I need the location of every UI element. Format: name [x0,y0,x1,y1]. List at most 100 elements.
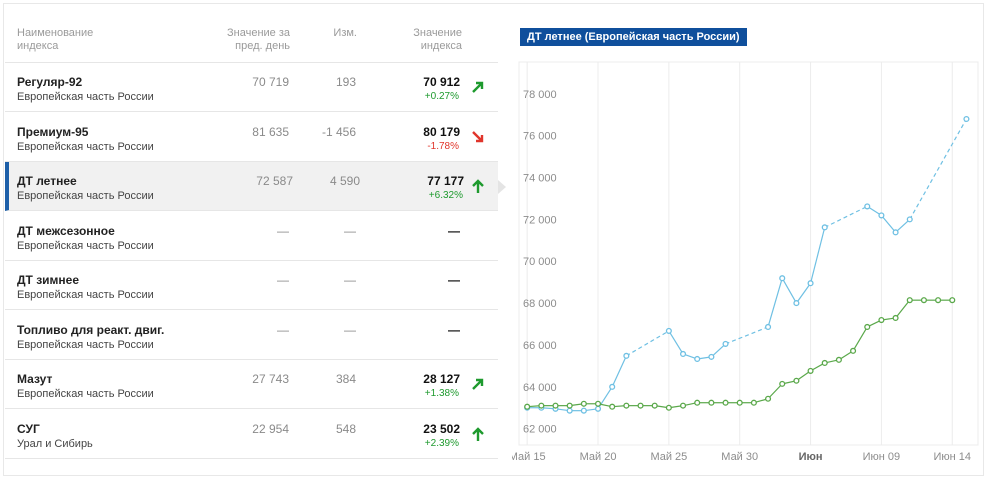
x-tick-label: Июн [799,451,823,463]
data-point [637,402,644,409]
data-point [878,212,885,219]
chart-title: ДТ летнее (Европейская часть России) [520,28,747,46]
plot-frame [518,61,979,446]
y-tick-label: 64 000 [523,382,557,394]
data-point [892,314,899,322]
index-value: — [448,223,460,238]
data-point [594,405,602,412]
x-axis: Май 15 Май 20 Май 25 Май 30 Июн Июн 09 Июн 14 [512,451,971,463]
data-point [765,395,772,402]
data-point [580,407,587,414]
line-segment [767,383,783,400]
change-value: 384 [335,372,356,386]
table-row[interactable]: Премиум-95 Европейская часть России 81 635… [5,113,498,162]
prev-value: 70 719 [252,75,289,89]
data-point [821,224,828,231]
table-row[interactable]: Топливо для реакт. двиг. Европейская част… [5,311,498,360]
index-value: 80 179 [423,124,460,139]
y-tick-label: 68 000 [523,298,557,310]
line-segment [611,355,627,388]
header-cell: Значение индекса [413,27,462,52]
change-value: -1 456 [321,124,356,139]
data-point [538,402,545,409]
data-point [566,407,573,414]
data-point [708,399,715,406]
data-point [920,297,927,304]
line-segment [668,330,684,355]
prev-value: 27 743 [252,372,289,386]
index-region: Европейская часть России [17,190,154,202]
prev-value: — [277,322,289,337]
x-tick-label: Май 30 [721,451,758,463]
prev-value: 81 635 [252,124,289,139]
data-point [623,402,630,409]
y-tick-label: 70 000 [523,256,557,268]
data-point [609,403,616,410]
data-point [935,297,942,304]
index-name: СУГ [17,421,40,436]
line-segment [781,277,797,304]
data-point [821,359,828,367]
table-row[interactable]: ДТ межсезонное Европейская часть России — —… [5,212,498,261]
data-point [694,399,701,406]
line-segment [909,118,967,220]
header-divider [5,62,498,63]
data-point [878,317,885,324]
data-point [750,399,757,406]
index-change-pct: +1.38% [424,388,459,399]
index-region: Европейская часть России [17,338,154,351]
table-row[interactable]: Мазут Европейская часть России 27 743 384 28… [5,360,498,409]
y-tick-label: 66 000 [523,340,557,352]
index-value: — [448,322,460,337]
y-tick-label: 62 000 [523,424,557,436]
index-name: Топливо для реакт. двиг. [17,322,165,337]
line-segment [809,227,826,284]
data-point [892,229,899,236]
data-point [665,404,672,411]
change-value: — [344,223,356,238]
line-segment [626,330,670,357]
index-change-pct: +6.32% [428,190,463,201]
data-point [793,377,800,384]
change-value: — [344,273,356,287]
index-name: ДТ летнее [17,174,77,188]
index-region: Европейская часть России [17,140,154,153]
trend-arrow [470,426,486,447]
data-point [807,280,814,287]
prev-value: — [277,223,289,238]
trend-arrow [470,376,486,397]
data-point [807,367,814,374]
index-name: ДТ зимнее [17,273,80,287]
selection-pointer [498,180,506,194]
table-row[interactable]: СУГ Урал и Сибирь 22 954 548 23 502 +2.39% [5,410,498,459]
index-value: 23 502 [423,421,460,436]
table-row[interactable]: ДТ зимнее Европейская часть России — — — [5,261,498,310]
data-point [949,297,956,304]
data-point [594,400,602,407]
data-point [779,380,786,387]
trend-arrow [470,129,486,150]
index-value: 77 177 [427,174,464,188]
y-tick-label: 72 000 [523,214,557,226]
table-row[interactable]: Регуляр-92 Европейская часть России 70 719… [5,63,498,112]
header-cell: Наименование индекса [17,27,94,52]
change-value: 193 [335,75,356,89]
index-region: Европейская часть России [17,289,154,301]
x-tick-label: Июн 14 [933,451,971,463]
index-name: Мазут [17,372,53,386]
change-value: — [344,322,356,337]
index-change-pct: +2.39% [424,437,459,449]
table-row[interactable]: ДТ летнее Европейская часть России 72 587 4… [5,162,498,211]
data-point [906,297,913,304]
data-point [736,399,743,406]
y-tick-label: 78 000 [523,89,557,101]
line-segment [725,326,769,345]
data-point [580,400,587,407]
data-point [779,275,786,282]
index-region: Европейская часть России [17,388,154,400]
line-segment [895,299,911,319]
line-segment [852,326,868,352]
line-segment [880,215,897,233]
index-value: 28 127 [423,372,460,386]
